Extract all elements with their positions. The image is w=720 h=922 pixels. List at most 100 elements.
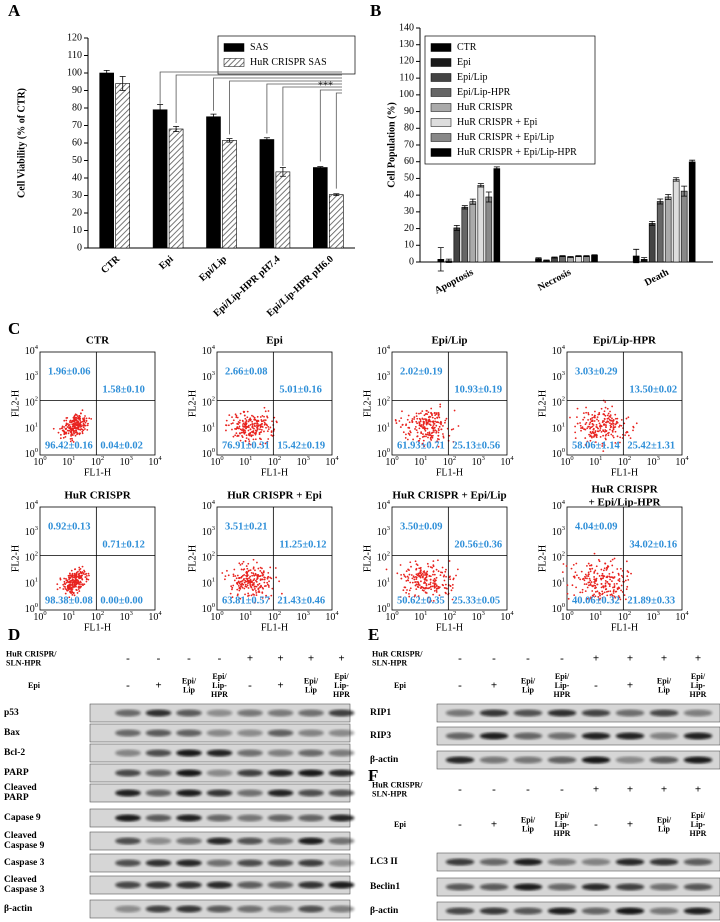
event-dot bbox=[246, 416, 249, 419]
event-dot bbox=[66, 426, 69, 428]
event-dot bbox=[231, 428, 233, 431]
y-tick-label: 130 bbox=[399, 39, 414, 50]
event-dot bbox=[442, 435, 445, 438]
event-dot bbox=[404, 437, 407, 439]
event-dot bbox=[235, 416, 238, 419]
event-dot bbox=[62, 436, 65, 439]
tick-base: 10 bbox=[552, 501, 562, 512]
event-dot bbox=[253, 582, 255, 584]
event-dot bbox=[267, 586, 270, 588]
event-dot bbox=[606, 566, 609, 569]
error-bar bbox=[263, 137, 270, 142]
x-tick-label: 101 bbox=[414, 455, 427, 468]
quadrant-lr: 21.89±0.33 bbox=[627, 595, 675, 606]
event-dot bbox=[445, 417, 448, 420]
event-dot bbox=[224, 575, 227, 578]
y-tick-label: 101 bbox=[552, 422, 565, 435]
event-dot bbox=[71, 437, 73, 440]
event-dot bbox=[249, 428, 252, 431]
event-dot bbox=[248, 577, 251, 579]
event-dot bbox=[574, 425, 577, 428]
band-label: LC3 II bbox=[370, 857, 398, 867]
event-dot bbox=[266, 440, 269, 443]
tick-exponent: 2 bbox=[562, 551, 565, 558]
event-dot bbox=[603, 444, 606, 447]
y-tick-label: 104 bbox=[377, 499, 391, 512]
event-dot bbox=[435, 585, 438, 587]
blot-band bbox=[649, 883, 679, 891]
y-tick-label: 101 bbox=[202, 422, 215, 435]
event-dot bbox=[596, 426, 599, 429]
legend-label: HuR CRISPR + Epi/Lip-HPR bbox=[457, 147, 577, 158]
event-dot bbox=[422, 421, 425, 424]
tick-exponent: 1 bbox=[35, 577, 38, 584]
event-dot bbox=[579, 578, 582, 581]
event-dot bbox=[562, 563, 565, 565]
event-dot bbox=[237, 580, 240, 583]
event-dot bbox=[233, 579, 236, 582]
tick-base: 10 bbox=[210, 457, 220, 468]
event-dot bbox=[435, 430, 438, 433]
event-dot bbox=[225, 419, 228, 422]
event-dot bbox=[225, 424, 227, 427]
event-dot bbox=[238, 577, 241, 579]
event-dot bbox=[418, 437, 421, 440]
event-dot bbox=[70, 434, 73, 436]
x-axis-label: FL1-H bbox=[261, 622, 288, 633]
y-axis-label: FL2-H bbox=[537, 390, 548, 417]
lane-header: Epi/Lip-HPR bbox=[690, 672, 707, 699]
event-dot bbox=[69, 438, 72, 440]
event-dot bbox=[586, 565, 588, 567]
event-dot bbox=[86, 428, 89, 431]
event-dot bbox=[425, 592, 428, 594]
quadrant-ur: 1.58±0.10 bbox=[102, 384, 145, 395]
event-dot bbox=[584, 423, 587, 426]
event-dot bbox=[252, 415, 255, 418]
event-dot bbox=[231, 416, 233, 419]
event-dot bbox=[259, 443, 262, 446]
event-dot bbox=[61, 429, 64, 432]
event-dot bbox=[617, 595, 620, 597]
error-bar bbox=[333, 193, 340, 196]
event-dot bbox=[436, 440, 439, 443]
quadrant-ll: 98.38±0.08 bbox=[45, 595, 93, 606]
event-dot bbox=[429, 415, 432, 418]
event-dot bbox=[596, 583, 599, 586]
event-dot bbox=[433, 584, 436, 587]
event-dot bbox=[591, 436, 593, 439]
event-dot bbox=[231, 596, 234, 599]
event-dot bbox=[425, 572, 428, 574]
event-dot bbox=[262, 570, 265, 573]
lane-header: Epi/Lip-HPR bbox=[211, 672, 228, 699]
blot-band bbox=[615, 756, 645, 764]
event-dot bbox=[604, 429, 607, 431]
event-dot bbox=[407, 432, 410, 435]
event-dot bbox=[593, 433, 596, 436]
event-dot bbox=[69, 590, 72, 593]
event-dot bbox=[583, 583, 586, 586]
event-dot bbox=[599, 594, 601, 597]
tick-exponent: 3 bbox=[657, 610, 660, 617]
event-dot bbox=[594, 579, 597, 582]
blot-band bbox=[615, 907, 645, 915]
event-dot bbox=[77, 588, 80, 590]
event-dot bbox=[247, 424, 250, 427]
tick-exponent: 3 bbox=[307, 610, 310, 617]
blot-band bbox=[176, 709, 202, 717]
event-dot bbox=[75, 589, 78, 592]
event-dot bbox=[75, 578, 78, 581]
lane-header-label-line: SLN-HPR bbox=[372, 658, 407, 667]
blot-band bbox=[445, 732, 475, 740]
event-dot bbox=[411, 577, 414, 580]
event-dot bbox=[264, 419, 267, 422]
lane-header: Epi/Lip bbox=[304, 676, 319, 694]
event-dot bbox=[608, 575, 611, 578]
lane-header: - bbox=[126, 680, 130, 692]
event-dot bbox=[59, 437, 62, 440]
error-bar bbox=[477, 183, 484, 188]
tick-base: 10 bbox=[377, 424, 387, 435]
tick-exponent: 4 bbox=[335, 455, 339, 462]
event-dot bbox=[419, 418, 422, 421]
event-dot bbox=[619, 441, 621, 444]
tick-exponent: 0 bbox=[212, 447, 215, 454]
